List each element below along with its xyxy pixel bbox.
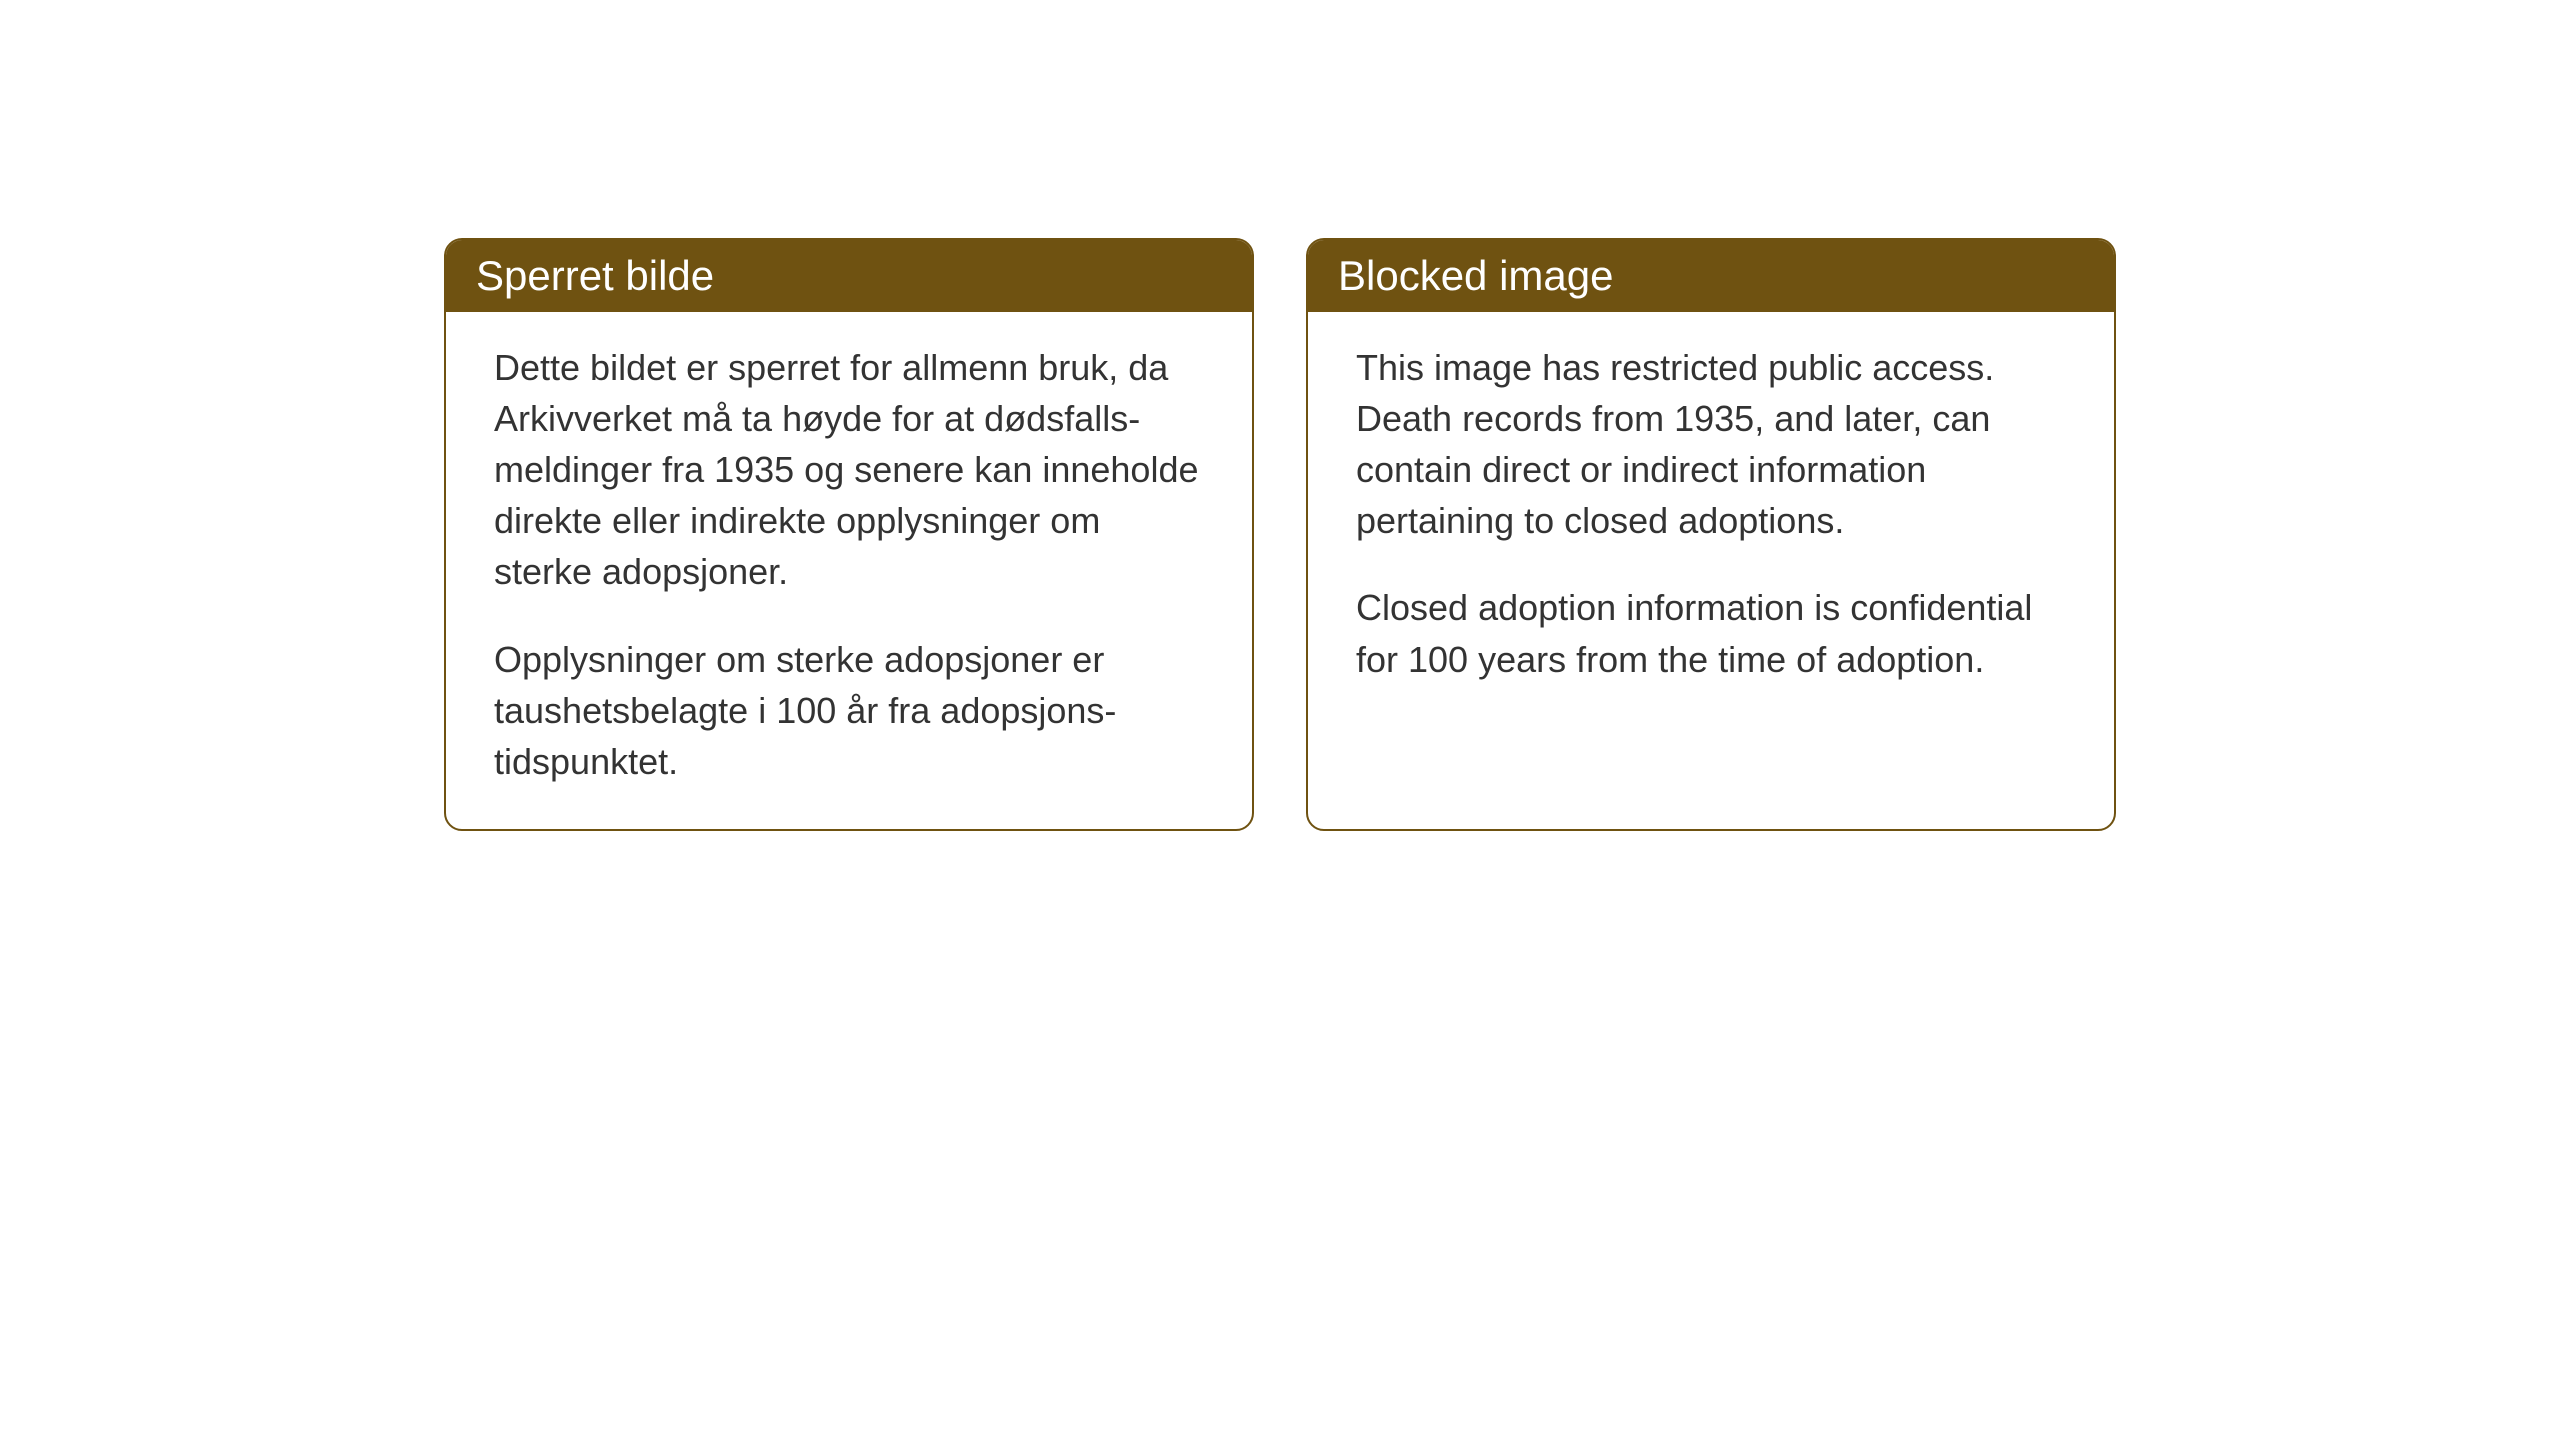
english-card-body: This image has restricted public access.… [1308, 312, 2114, 727]
norwegian-paragraph-1: Dette bildet er sperret for allmenn bruk… [494, 342, 1204, 598]
norwegian-notice-card: Sperret bilde Dette bildet er sperret fo… [444, 238, 1254, 831]
norwegian-paragraph-2: Opplysninger om sterke adopsjoner er tau… [494, 634, 1204, 787]
norwegian-card-title: Sperret bilde [446, 240, 1252, 312]
norwegian-card-body: Dette bildet er sperret for allmenn bruk… [446, 312, 1252, 829]
english-paragraph-1: This image has restricted public access.… [1356, 342, 2066, 546]
english-card-title: Blocked image [1308, 240, 2114, 312]
english-paragraph-2: Closed adoption information is confident… [1356, 582, 2066, 684]
english-notice-card: Blocked image This image has restricted … [1306, 238, 2116, 831]
notice-cards-container: Sperret bilde Dette bildet er sperret fo… [444, 238, 2116, 831]
